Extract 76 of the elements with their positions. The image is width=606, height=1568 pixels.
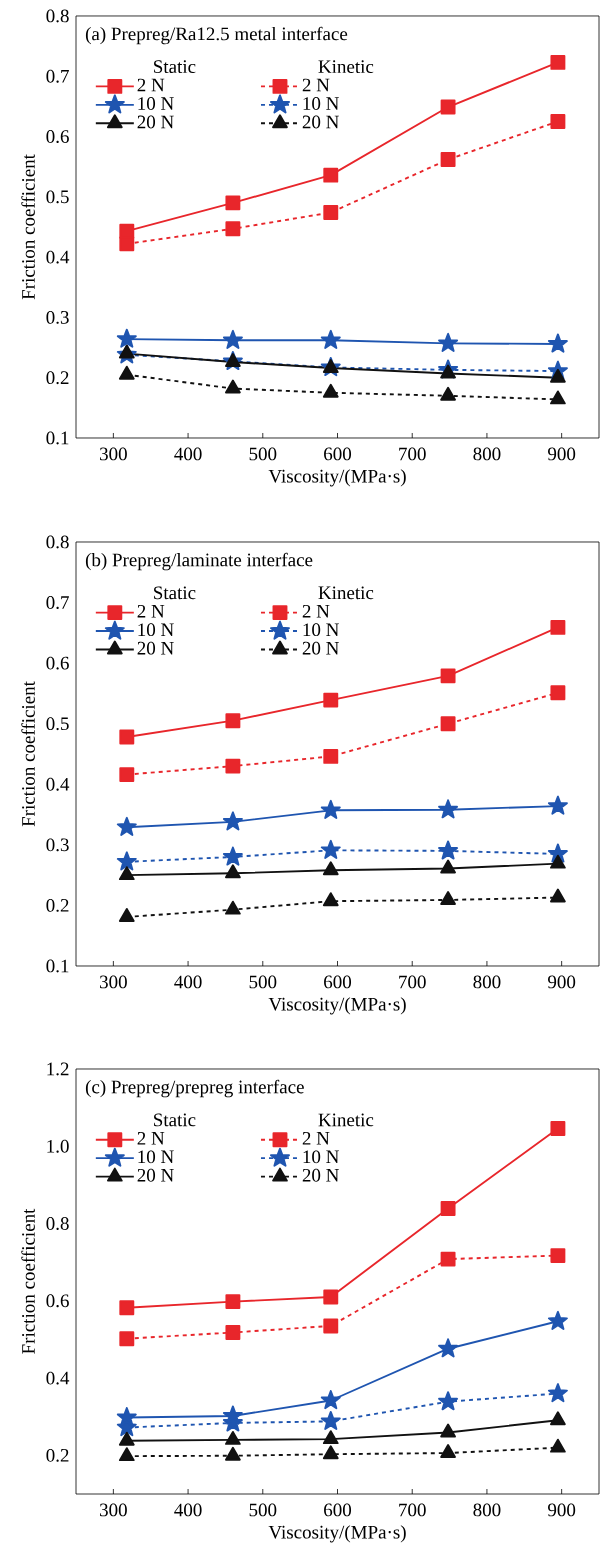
legend-label: 2 N (137, 78, 165, 92)
x-tick-label: 600 (324, 1503, 352, 1517)
x-tick-label: 400 (174, 975, 202, 989)
legend-label: 10 N (303, 1150, 339, 1164)
legend-label: 20 N (137, 115, 174, 129)
x-tick-label: 600 (324, 447, 352, 461)
y-axis-title: Friction coefficient (21, 681, 35, 827)
legend-label: 2 N (302, 604, 330, 618)
x-tick-label: 500 (249, 975, 277, 989)
y-axis-title: Friction coefficient (21, 1208, 35, 1354)
y-axis-title: Friction coefficient (21, 154, 35, 300)
x-tick-label: 900 (548, 1503, 576, 1517)
legend-label: 20 N (302, 115, 339, 129)
legend-label: 20 N (302, 641, 339, 655)
y-tick-label: 0.4 (46, 1371, 70, 1385)
legend-label: 2 N (302, 1131, 330, 1145)
x-tick-label: 800 (473, 447, 501, 461)
y-tick-label: 0.4 (46, 777, 70, 791)
legend-label: 20 N (302, 1168, 339, 1182)
legend-label: 10 N (138, 97, 174, 110)
x-tick-label: 800 (473, 1503, 501, 1517)
y-tick-label: 1.0 (47, 1139, 69, 1153)
x-tick-label: 700 (399, 447, 426, 461)
y-tick-label: 0.8 (46, 1217, 69, 1230)
x-tick-label: 900 (548, 975, 576, 989)
x-tick-label: 300 (100, 975, 127, 989)
y-tick-label: 0.4 (46, 250, 70, 264)
y-tick-label: 0.1 (46, 431, 69, 445)
legend-label: 20 N (137, 1168, 174, 1182)
annotation: Static (154, 60, 196, 74)
x-tick-label: 400 (174, 1503, 202, 1517)
annotation: Static (154, 1113, 196, 1127)
y-tick-label: 0.6 (46, 130, 69, 143)
y-tick-label: 0.2 (46, 1448, 69, 1462)
x-tick-label: 300 (100, 447, 127, 461)
y-tick-label: 0.5 (46, 190, 69, 204)
x-tick-label: 400 (174, 447, 202, 461)
y-tick-label: 0.7 (46, 69, 69, 83)
y-tick-label: 0.7 (46, 596, 69, 610)
annotation: Static (154, 586, 196, 600)
legend-label: 20 N (137, 641, 174, 655)
x-tick-label: 500 (249, 1503, 277, 1517)
legend-label: 10 N (303, 623, 339, 637)
legend-label: 10 N (138, 623, 174, 637)
y-tick-label: 0.1 (46, 959, 69, 973)
text: (b) Prepreg/laminate interface (85, 552, 313, 571)
x-tick-label: 500 (249, 447, 277, 461)
y-tick-label: 0.2 (46, 898, 69, 912)
legend-label: 2 N (302, 78, 330, 92)
y-tick-label: 0.6 (46, 1294, 69, 1308)
y-tick-label: 0.8 (46, 9, 69, 23)
x-tick-label: 700 (399, 975, 426, 989)
y-tick-label: 0.6 (46, 656, 69, 670)
legend-label: 2 N (137, 1131, 165, 1145)
y-tick-label: 0.3 (46, 838, 69, 852)
y-tick-label: 0.8 (46, 535, 69, 549)
x-tick-label: 300 (100, 1503, 127, 1517)
x-tick-label: 700 (399, 1503, 426, 1517)
legend-label: 2 N (137, 604, 165, 618)
text: (a) Prepreg/Ra12.5 metal interface (85, 26, 348, 45)
x-axis-title: Viscosity/(MPa·s) (268, 997, 406, 1015)
x-tick-label: 600 (324, 975, 352, 989)
text: (c) Prepreg/prepreg interface (85, 1079, 304, 1098)
x-axis-title: Viscosity/(MPa·s) (268, 1525, 406, 1543)
legend-label: 10 N (138, 1150, 174, 1164)
x-tick-label: 900 (548, 447, 576, 461)
x-tick-label: 800 (473, 975, 501, 989)
annotation: Kinetic (318, 1113, 374, 1127)
legend-label: 10 N (303, 97, 339, 110)
y-tick-label: 1.2 (47, 1062, 69, 1076)
y-tick-label: 0.5 (46, 717, 69, 731)
y-tick-label: 0.2 (46, 371, 69, 385)
annotation: Kinetic (318, 586, 374, 600)
annotation: Kinetic (318, 60, 374, 74)
y-tick-label: 0.3 (46, 310, 69, 324)
x-axis-title: Viscosity/(MPa·s) (268, 469, 406, 487)
